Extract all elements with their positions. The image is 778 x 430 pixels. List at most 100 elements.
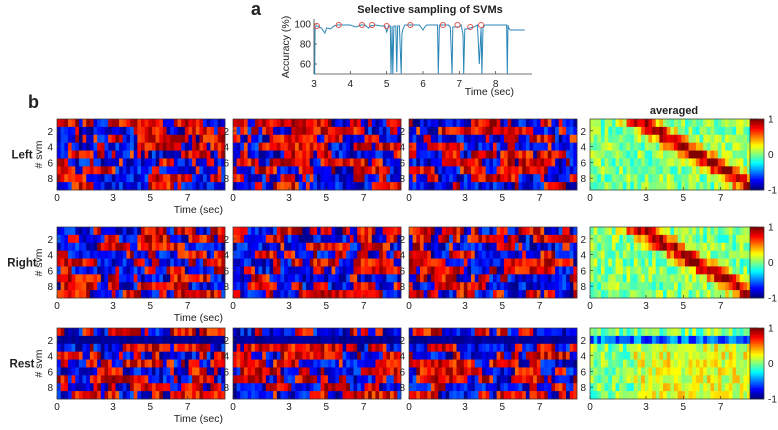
heatmap-cell: [162, 290, 167, 299]
heatmap-cell: [743, 227, 748, 236]
heatmap-cell: [518, 258, 523, 267]
heatmap-cell: [710, 274, 715, 283]
heatmap-cell: [313, 250, 318, 259]
colorbar-segment: [750, 241, 764, 244]
heatmap-cell: [544, 282, 549, 291]
heatmap-cell: [597, 166, 602, 175]
heatmap-cell: [427, 134, 432, 143]
heatmap-cell: [427, 266, 432, 275]
heatmap-cell: [122, 343, 127, 352]
heatmap-cell: [747, 227, 751, 236]
heatmap-cell: [569, 242, 574, 251]
heatmap-cell: [251, 383, 256, 392]
heatmap-cell: [710, 282, 715, 291]
heatmap-cell: [393, 150, 398, 159]
heatmap-cell: [284, 227, 289, 236]
heatmap-cell: [717, 290, 722, 299]
heatmap-cell: [430, 343, 435, 352]
heatmap-cell: [155, 258, 160, 267]
heatmap-cell: [276, 142, 281, 151]
heatmap-cell: [608, 150, 613, 159]
heatmap-cell: [126, 282, 131, 291]
heatmap-cell: [547, 174, 552, 183]
heatmap-cell: [743, 234, 748, 244]
heatmap-cell: [438, 227, 443, 236]
heatmap-cell: [247, 391, 252, 400]
colorbar-segment: [750, 120, 764, 123]
heatmap-cell: [489, 142, 494, 151]
heatmap-cell: [500, 375, 505, 384]
heatmap-cell: [706, 126, 711, 136]
heatmap-cell: [214, 328, 218, 337]
heatmap-cell: [434, 174, 439, 183]
heatmap-cell: [371, 126, 376, 136]
heatmap-cell: [130, 266, 134, 275]
heatmap-cell: [342, 383, 347, 392]
heatmap-cell: [706, 258, 711, 267]
heatmap-cell: [192, 367, 197, 376]
heatmap-cell: [558, 367, 563, 376]
heatmap-cell: [243, 359, 248, 368]
heatmap-cell: [445, 234, 450, 244]
heatmap-cell: [100, 290, 105, 299]
heatmap-cell: [529, 119, 534, 128]
heatmap-cell: [151, 351, 156, 360]
heatmap-cell: [500, 182, 505, 191]
heatmap-cell: [648, 250, 653, 259]
heatmap-cell: [551, 290, 556, 299]
heatmap-cell: [434, 351, 439, 360]
heatmap-cell: [360, 250, 365, 259]
heatmap-cell: [78, 258, 83, 267]
heatmap-cell: [327, 266, 332, 275]
heatmap-cell: [525, 383, 530, 392]
heatmap-cell: [496, 174, 501, 183]
panel-a-x-tick: 8: [493, 79, 499, 90]
colorbar-segment: [750, 250, 764, 253]
heatmap-cell: [630, 328, 635, 337]
heatmap-cell: [75, 290, 80, 299]
heatmap-cell: [236, 383, 241, 392]
heatmap-cell: [375, 234, 380, 244]
heatmap-cell: [525, 375, 530, 384]
heatmap-cell: [181, 266, 186, 275]
heatmap-cell: [386, 266, 391, 275]
heatmap-cell: [104, 250, 109, 259]
heatmap-cell: [555, 158, 560, 167]
heatmap-cell: [141, 250, 145, 259]
heatmap-cell: [674, 282, 678, 291]
heatmap-cell: [500, 134, 505, 143]
heatmap-cell: [360, 174, 365, 183]
colorbar-segment: [750, 264, 764, 267]
heatmap-cell: [674, 182, 678, 191]
heatmap-cell: [162, 359, 167, 368]
heatmap-cell: [518, 142, 523, 151]
heatmap-cell: [375, 166, 380, 175]
heatmap-cell: [485, 274, 490, 283]
heatmap-cell: [511, 290, 516, 299]
heatmap-cell: [217, 258, 222, 267]
heatmap-cell: [287, 166, 292, 175]
heatmap-cell: [482, 343, 486, 352]
heatmap-cell: [463, 258, 468, 267]
heatmap-cell: [295, 166, 300, 175]
heatmap-cell: [467, 266, 472, 275]
heatmap-cell: [195, 150, 200, 159]
heatmap-cell: [291, 391, 296, 400]
heatmap-cell: [507, 158, 512, 167]
heatmap-cell: [371, 383, 376, 392]
heatmap-cell: [173, 126, 178, 136]
heatmap-cell: [346, 282, 351, 291]
heatmap-cell: [626, 250, 631, 259]
heatmap-cell: [115, 126, 120, 136]
heatmap-cell: [382, 391, 387, 400]
heatmap-cell: [287, 383, 292, 392]
heatmap-cell: [78, 242, 83, 251]
heatmap-cell: [386, 335, 391, 345]
heatmap-cell: [600, 227, 605, 236]
heatmap-cell: [324, 359, 329, 368]
heatmap-cell: [173, 335, 178, 345]
heatmap-cell: [456, 174, 461, 183]
heatmap-cell: [529, 250, 534, 259]
heatmap-cell: [493, 134, 497, 143]
